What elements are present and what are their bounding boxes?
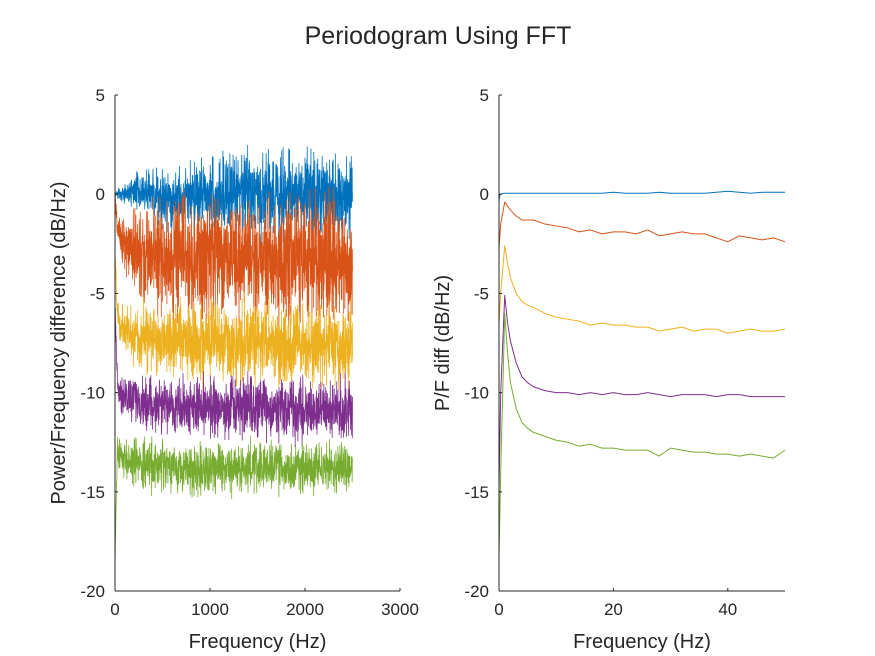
left-y-tick-label: 5 (96, 86, 105, 105)
left-axis-lines (114, 95, 400, 592)
right-y-tick-label: -5 (474, 284, 489, 303)
left-y-axis-label: Power/Frequency difference (dB/Hz) (48, 181, 70, 504)
left-y-tick-label: -5 (90, 284, 105, 303)
right-y-tick-label: 5 (480, 86, 489, 105)
figure-title: Periodogram Using FFT (305, 22, 572, 50)
right-series-line-1 (498, 190, 785, 201)
right-series-line-2 (498, 201, 786, 248)
right-series-line-5 (498, 312, 786, 558)
left-series-line-4 (114, 303, 353, 448)
left-y-tick-label: -20 (80, 582, 105, 601)
left-ticks: -20 -15 -10 -5 0 5 0 1000 2000 3000 (80, 86, 418, 619)
right-y-tick-label: -10 (464, 384, 489, 403)
right-axes: -20 -15 -10 -5 0 5 0 20 40 Frequency (Hz) P/F di… (432, 86, 786, 653)
right-plot-area (498, 190, 786, 558)
left-plot-area (114, 144, 353, 558)
right-y-tick-label: 0 (480, 185, 489, 204)
left-series-line-5 (114, 435, 353, 558)
left-y-tick-label: 0 (96, 185, 105, 204)
left-series-line-1 (114, 144, 353, 249)
right-series-line-4 (498, 294, 785, 488)
left-x-axis-label: Frequency (Hz) (189, 631, 327, 653)
left-y-tick-label: -15 (80, 483, 105, 502)
right-axis-lines (498, 95, 785, 592)
left-y-tick-label: -10 (80, 384, 105, 403)
right-x-tick-label: 40 (718, 600, 737, 619)
left-series-line-3 (114, 253, 353, 396)
right-y-tick-label: -15 (464, 483, 489, 502)
right-y-axis-label: P/F diff (dB/Hz) (432, 275, 454, 411)
right-y-tick-label: -20 (464, 582, 489, 601)
left-x-tick-label: 1000 (191, 600, 229, 619)
right-x-tick-label: 20 (604, 600, 623, 619)
right-x-tick-label: 0 (494, 600, 503, 619)
left-x-tick-label: 2000 (286, 600, 324, 619)
left-axes: -20 -15 -10 -5 0 5 0 1000 2000 3000 Frequency (Hz… (48, 86, 419, 653)
right-ticks: -20 -15 -10 -5 0 5 0 20 40 (464, 86, 737, 619)
left-x-tick-label: 0 (110, 600, 119, 619)
left-x-tick-label: 3000 (381, 600, 419, 619)
left-series-line-2 (114, 185, 353, 338)
right-series-line-3 (498, 245, 786, 334)
right-x-axis-label: Frequency (Hz) (573, 631, 711, 653)
